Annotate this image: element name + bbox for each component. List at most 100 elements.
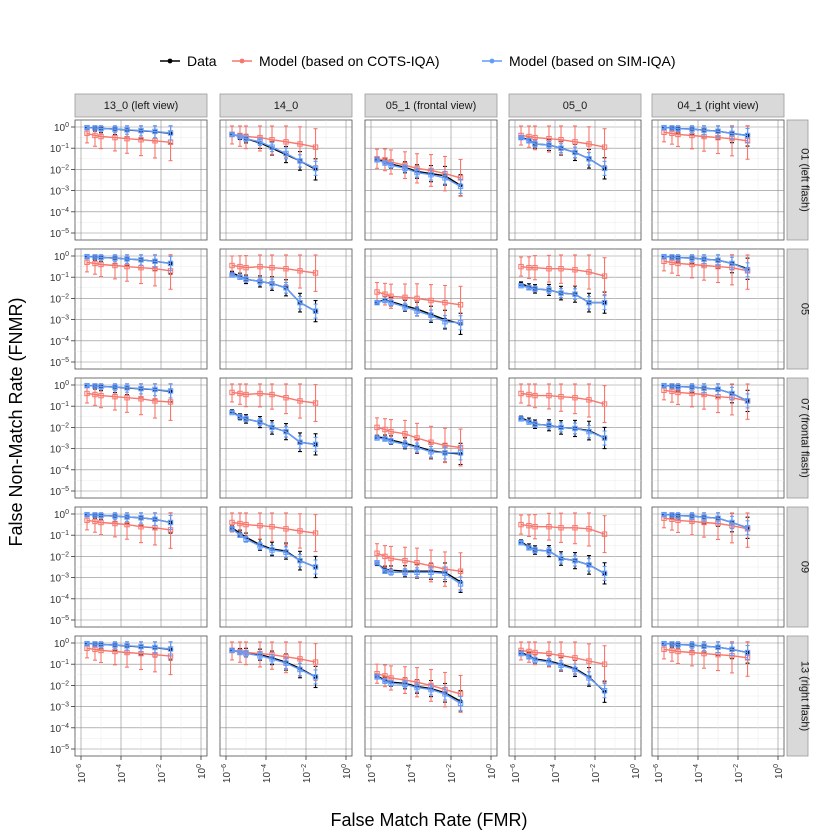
model-point	[98, 133, 104, 140]
model-point	[92, 391, 98, 398]
model-point	[257, 543, 263, 549]
model-point	[124, 135, 130, 142]
facet-grid: 13_0 (left view) 14_0 05_1 (frontal view) 0…	[74, 93, 811, 757]
panel	[219, 248, 353, 370]
model-point	[675, 512, 681, 519]
model-point	[388, 555, 394, 562]
model-point	[374, 424, 380, 431]
model-point	[669, 647, 675, 654]
model-point	[518, 416, 524, 422]
model-point	[402, 441, 408, 448]
x-tick-label: 10−4	[116, 764, 128, 783]
model-point	[518, 282, 524, 289]
y-tick-label: 10−2	[50, 680, 69, 692]
series-sim-model	[374, 157, 464, 194]
column-strip-label: 04_1 (right view)	[677, 100, 758, 112]
model-point	[124, 514, 130, 520]
legend-item: Model (based on SIM-IQA)	[482, 53, 676, 69]
model-point	[558, 393, 564, 400]
series-cots-model	[229, 383, 319, 423]
model-point	[518, 390, 524, 397]
model-point	[257, 419, 263, 425]
model-point	[532, 392, 538, 399]
series-sim-model	[229, 647, 319, 685]
series-sim-model	[661, 124, 751, 144]
model-point	[92, 260, 98, 267]
series-sim-model	[229, 409, 319, 452]
row-strip-label: 09	[799, 561, 811, 573]
model-point	[428, 449, 434, 455]
model-point	[152, 386, 158, 393]
y-tick-label: 10−4	[50, 465, 69, 477]
model-point	[558, 555, 564, 562]
model-point	[152, 398, 158, 404]
model-point	[675, 389, 681, 396]
model-point	[442, 570, 448, 577]
model-point	[312, 144, 319, 150]
model-point	[518, 263, 524, 270]
x-tick-label: 10−2	[446, 764, 458, 783]
model-point	[269, 547, 275, 553]
y-tick-label: 10−5	[50, 615, 69, 627]
model-point	[526, 419, 532, 425]
row-strip-label: 05	[799, 303, 811, 315]
series-sim-model	[229, 272, 319, 319]
model-point	[546, 266, 552, 272]
model-point	[138, 127, 144, 134]
model-point	[237, 532, 243, 538]
column-strip: 05_1 (frontal view)	[364, 93, 498, 118]
model-point	[388, 293, 394, 299]
series-sim-model	[374, 560, 464, 592]
model-point	[601, 688, 608, 694]
series-sim-model	[229, 526, 319, 575]
series-sim-model	[84, 382, 174, 399]
model-point	[374, 560, 380, 566]
model-point	[572, 291, 578, 297]
model-point	[518, 134, 524, 141]
model-point	[572, 139, 578, 145]
x-tick-label: 10−6	[366, 764, 378, 783]
model-point	[414, 295, 420, 302]
model-point	[112, 520, 118, 527]
y-tick-label: 10−2	[50, 164, 69, 176]
model-point	[669, 130, 675, 137]
model-point	[92, 383, 98, 389]
model-point	[138, 524, 144, 530]
panel	[74, 506, 208, 628]
model-point	[457, 320, 464, 326]
model-point	[112, 255, 118, 261]
model-point	[283, 660, 289, 666]
model-point	[382, 673, 388, 679]
panel	[508, 119, 642, 241]
panel	[74, 119, 208, 241]
model-point	[84, 517, 90, 524]
model-point	[715, 386, 721, 392]
panel	[508, 506, 642, 628]
legend-label: Data	[187, 53, 217, 69]
legend-item: Model (based on COTS-IQA)	[232, 53, 440, 69]
model-point	[572, 525, 578, 531]
model-point	[388, 428, 394, 435]
x-tick-label: 10−4	[550, 764, 562, 783]
model-point	[152, 644, 158, 651]
row-strip-label: 13 (right flash)	[799, 661, 811, 731]
model-point	[243, 416, 249, 422]
model-point	[601, 273, 608, 279]
model-point	[572, 267, 578, 273]
model-point	[729, 646, 735, 653]
model-point	[675, 260, 681, 267]
model-point	[661, 253, 667, 260]
series-cots-model	[84, 383, 174, 421]
model-point	[558, 266, 564, 272]
column-strip-bg	[364, 93, 498, 118]
model-point	[442, 299, 448, 306]
model-point	[283, 150, 289, 157]
model-point	[701, 643, 707, 649]
model-point	[229, 519, 235, 526]
model-point	[124, 127, 130, 133]
model-point	[586, 269, 592, 275]
series-sim-model	[518, 539, 608, 581]
series-sim-model	[84, 253, 174, 271]
model-point	[572, 666, 578, 673]
model-point	[138, 137, 144, 143]
